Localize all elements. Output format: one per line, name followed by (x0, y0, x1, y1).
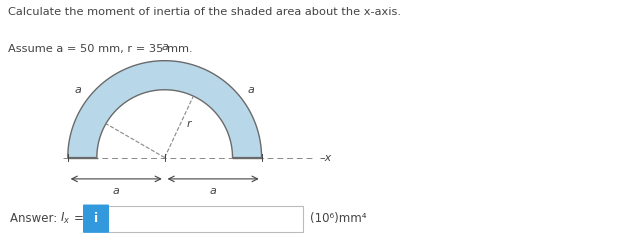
Text: $I_x$: $I_x$ (60, 211, 71, 226)
Text: Answer:: Answer: (10, 212, 61, 225)
Text: –x: –x (320, 153, 332, 163)
Polygon shape (68, 61, 262, 157)
FancyBboxPatch shape (108, 206, 303, 232)
Text: Calculate the moment of inertia of the shaded area about the x-axis.: Calculate the moment of inertia of the s… (8, 7, 401, 17)
Text: i: i (94, 212, 98, 225)
Text: a: a (210, 186, 217, 196)
FancyBboxPatch shape (83, 205, 109, 233)
Text: a: a (74, 85, 81, 95)
Text: a: a (112, 186, 119, 196)
Text: a: a (248, 85, 255, 95)
Text: a: a (161, 42, 168, 52)
Text: Assume a = 50 mm, r = 35 mm.: Assume a = 50 mm, r = 35 mm. (8, 44, 192, 54)
Text: =: = (74, 212, 84, 225)
Text: r: r (186, 119, 191, 129)
Text: (10⁶)mm⁴: (10⁶)mm⁴ (310, 212, 366, 225)
